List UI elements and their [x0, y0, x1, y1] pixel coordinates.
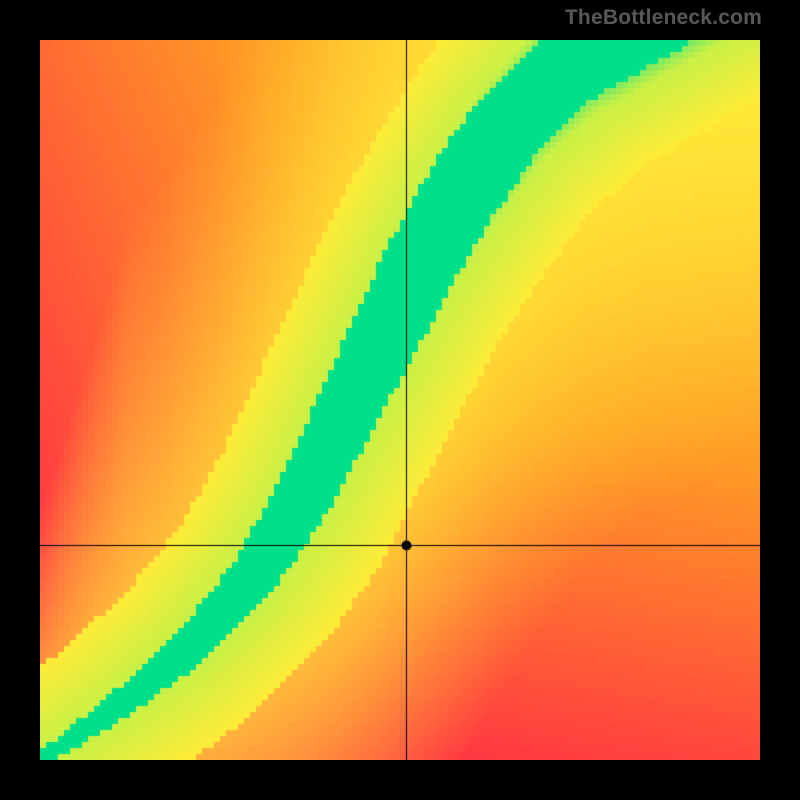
heatmap-canvas [40, 40, 760, 760]
watermark-text: TheBottleneck.com [565, 6, 762, 30]
